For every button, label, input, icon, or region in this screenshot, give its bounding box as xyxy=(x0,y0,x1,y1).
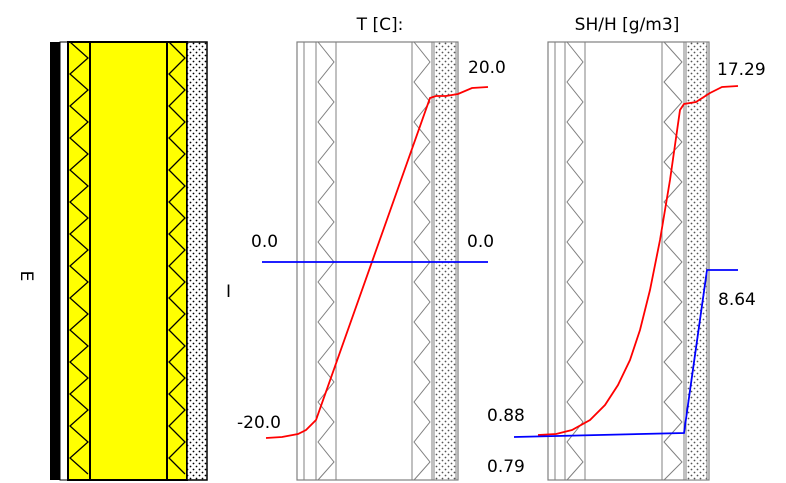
temperature-zero-right-value: 0.0 xyxy=(467,232,494,252)
humidity-right-zigzag xyxy=(663,41,683,481)
humidity-lower-left-upper-value: 0.88 xyxy=(487,406,525,426)
humidity-panel xyxy=(547,41,710,481)
exterior-layer xyxy=(50,42,60,480)
temperature-curve xyxy=(265,86,489,439)
temperature-top-value: 20.0 xyxy=(468,58,506,78)
temperature-bottom-value: -20.0 xyxy=(237,413,281,433)
outside-side-label: E xyxy=(16,271,36,282)
humidity-mid-value: 8.64 xyxy=(718,290,756,310)
temperature-zero-left-value: 0.0 xyxy=(251,232,278,252)
temperature-panel-frame xyxy=(296,41,459,481)
saturation-curve xyxy=(537,85,739,436)
humidity-lower-left-lower-value: 0.79 xyxy=(487,457,525,477)
wall-section xyxy=(50,41,208,481)
interior-plaster-layer xyxy=(186,41,208,481)
inside-side-label: I xyxy=(226,282,231,302)
humidity-title: SH/H [g/m3] xyxy=(575,15,680,35)
humidity-top-value: 17.29 xyxy=(717,60,766,80)
main-insulation-layer xyxy=(89,41,168,481)
humidity-plaster-band xyxy=(685,41,708,481)
right-insulation-zigzag xyxy=(168,41,186,475)
vapor-curve xyxy=(513,269,738,438)
temperature-plaster-band xyxy=(433,41,457,481)
temperature-panel xyxy=(296,41,459,481)
air-gap-layer xyxy=(59,41,69,481)
temperature-title: T [C]: xyxy=(356,15,404,35)
humidity-panel-frame xyxy=(547,41,710,481)
humidity-left-zigzag xyxy=(566,41,584,481)
left-insulation-zigzag xyxy=(69,41,89,475)
